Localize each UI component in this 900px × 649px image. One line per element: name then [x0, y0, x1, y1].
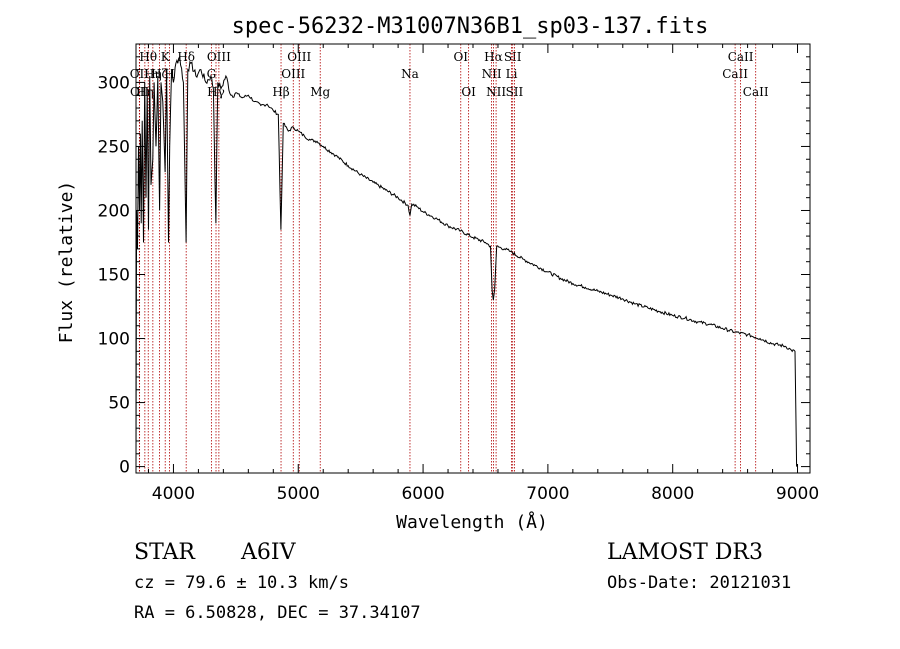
- line-label: OIII: [281, 67, 305, 81]
- x-tick-label: 7000: [526, 484, 569, 504]
- line-label: NII: [482, 67, 502, 81]
- coordinates-readout: RA = 6.50828, DEC = 37.34107: [134, 603, 421, 623]
- line-label: OIII: [207, 50, 231, 64]
- line-label: Hδ: [177, 50, 195, 64]
- line-label: SII: [504, 50, 522, 64]
- line-label: Hθ: [139, 50, 157, 64]
- chart-title: spec-56232-M31007N36B1_sp03-137.fits: [232, 14, 709, 39]
- line-label: NII: [486, 85, 506, 99]
- y-tick-label: 200: [98, 201, 130, 221]
- line-label: OI: [453, 50, 468, 64]
- plot-frame: [135, 43, 811, 474]
- line-label: SII: [506, 85, 524, 99]
- y-tick-label: 250: [98, 137, 130, 157]
- line-label: H: [164, 67, 174, 81]
- x-tick-label: 4000: [152, 484, 195, 504]
- line-label: Hα: [484, 50, 503, 64]
- line-label: K: [161, 50, 171, 64]
- line-label: Hζ: [151, 67, 168, 81]
- object-class: STAR: [134, 540, 195, 565]
- line-label: OIII: [287, 50, 311, 64]
- survey-name: LAMOST DR3: [607, 540, 763, 565]
- x-tick-label: 9000: [776, 484, 819, 504]
- line-label: Li: [506, 67, 518, 81]
- line-label: CaII: [722, 67, 748, 81]
- x-tick-label: 8000: [651, 484, 694, 504]
- line-label: G: [207, 67, 217, 81]
- x-tick-label: 5000: [277, 484, 320, 504]
- line-label: OI: [461, 85, 476, 99]
- line-label: Mg: [310, 85, 330, 99]
- y-tick-label: 0: [119, 458, 130, 478]
- line-label: CaII: [728, 50, 754, 64]
- object-subclass: A6IV: [241, 540, 296, 565]
- y-tick-label: 150: [98, 266, 130, 286]
- y-tick-label: 300: [98, 73, 130, 93]
- x-tick-label: 6000: [401, 484, 444, 504]
- redshift-readout: cz = 79.6 ± 10.3 km/s: [134, 573, 349, 593]
- y-tick-label: 50: [108, 394, 130, 414]
- obs-date: Obs-Date: 20121031: [607, 573, 792, 593]
- line-label: CaII: [743, 85, 769, 99]
- spectrum-line: [135, 55, 798, 467]
- y-tick-label: 100: [98, 330, 130, 350]
- line-label: Na: [401, 67, 419, 81]
- line-label: Hβ: [272, 85, 289, 99]
- line-label: Hη: [144, 67, 162, 81]
- x-axis-label: Wavelength (Å): [396, 511, 548, 533]
- y-axis-label: Flux (relative): [56, 181, 77, 344]
